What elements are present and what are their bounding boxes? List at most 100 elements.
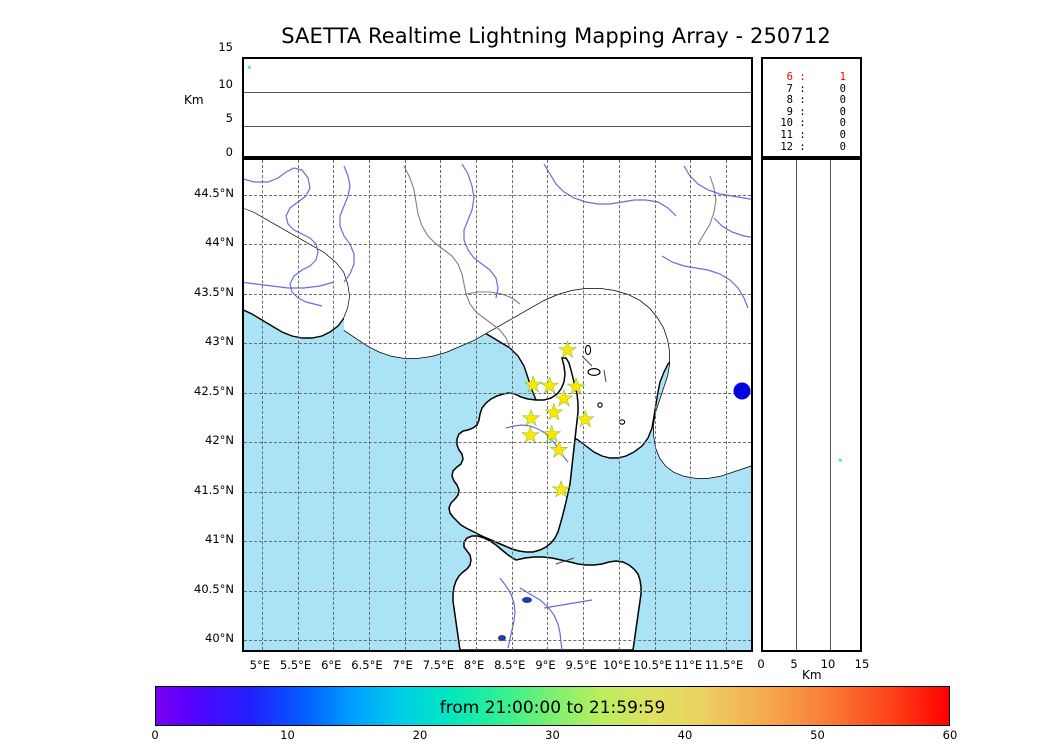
blue-location-marker[interactable] (733, 382, 751, 400)
map-lat-tick: 44°N (205, 235, 234, 250)
side-altitude-panel[interactable] (761, 158, 862, 652)
graticule-parallel (244, 244, 751, 246)
island-giglio (618, 419, 626, 425)
map-lon-tick: 6°E (321, 658, 342, 672)
side-panel-axis-label: Km (802, 668, 822, 682)
map-lon-tick: 5°E (249, 658, 271, 672)
colorbar-time-label: from 21:00:00 to 21:59:59 (439, 698, 666, 718)
top-panel-axis-label: Km (184, 93, 204, 107)
map-lat-tick: 42°N (205, 433, 234, 448)
lakes (498, 597, 532, 641)
page-title: SAETTA Realtime Lightning Mapping Array … (281, 24, 831, 48)
colorbar-tick: 60 (942, 728, 958, 742)
island-sardinia (452, 535, 642, 650)
graticule-parallel (244, 343, 751, 345)
graticule-meridian (511, 160, 513, 650)
gridline-10km (244, 92, 751, 94)
colorbar-tick: 0 (151, 728, 159, 742)
graticule-meridian (440, 160, 442, 650)
island-corsica (448, 357, 579, 553)
top-ytick-0: 0 (225, 145, 233, 159)
landfill-europe (244, 160, 751, 478)
colorbar-tick: 40 (677, 728, 693, 742)
station-count-row: 9 : 0 (786, 105, 846, 118)
map-lon-tick: 10.5°E (633, 658, 672, 672)
side-gridline-5km (796, 160, 798, 650)
top-ytick-10: 10 (218, 77, 233, 91)
map-lon-tick: 9°E (535, 658, 556, 672)
graticule-parallel (244, 392, 751, 394)
map-panel[interactable] (242, 158, 753, 652)
graticule-parallel (244, 194, 751, 196)
graticule-meridian (261, 160, 263, 650)
graticule-meridian (690, 160, 692, 650)
graticule-parallel (244, 491, 751, 493)
map-lon-tick: 9.5°E (565, 658, 597, 672)
station-count-row: 6 : 1 (786, 71, 846, 83)
colorbar-tick: 50 (810, 728, 825, 742)
top-altitude-panel[interactable] (242, 57, 753, 158)
station-count-row: 10 : 0 (780, 117, 846, 130)
graticule-meridian (476, 160, 478, 650)
graticule-meridian (368, 160, 370, 650)
side-xtick-10: 10 (820, 657, 836, 671)
colorbar-gradient (156, 687, 949, 725)
map-geography (244, 160, 751, 650)
graticule-parallel (244, 293, 751, 295)
station-count-row: 11 : 0 (780, 128, 846, 141)
side-xtick-5: 5 (790, 657, 798, 671)
graticule-meridian (297, 160, 299, 650)
colorbar-tick: 30 (545, 728, 560, 742)
lightning-source-point (549, 438, 553, 442)
map-lon-tick: 8°E (463, 658, 485, 672)
map-lon-tick: 6.5°E (351, 658, 383, 672)
island-elba (587, 368, 601, 377)
lightning-source-point (838, 458, 842, 462)
map-lon-tick: 7.5°E (422, 658, 455, 672)
map-lat-tick: 43.5°N (194, 284, 234, 299)
map-lat-tick: 43°N (205, 334, 234, 349)
gridline-5km (244, 125, 751, 127)
map-lon-tick: 7°E (392, 658, 413, 672)
graticule-meridian (404, 160, 406, 650)
graticule-parallel (244, 541, 751, 543)
map-lat-tick: 40.5°N (194, 581, 234, 596)
map-lat-tick: 44.5°N (194, 185, 234, 200)
island-capraia (584, 344, 592, 356)
map-lat-tick: 41.5°N (194, 482, 234, 497)
graticule-meridian (547, 160, 549, 650)
colorbar-tick: 10 (280, 728, 295, 742)
map-lon-tick: 8.5°E (494, 658, 526, 672)
graticule-meridian (583, 160, 585, 650)
map-lat-tick: 41°N (205, 532, 234, 547)
graticule-parallel (244, 590, 751, 592)
top-ytick-5: 5 (225, 111, 233, 125)
graticule-meridian (654, 160, 656, 650)
map-lon-tick: 11.5°E (704, 658, 744, 672)
top-ytick-15: 15 (218, 40, 233, 54)
colorbar-tick: 20 (412, 728, 428, 742)
station-count-row: 8 : 0 (786, 94, 846, 107)
island-montecristo (597, 402, 603, 408)
graticule-parallel (244, 442, 751, 444)
side-xtick-0: 0 (757, 657, 765, 671)
lightning-source-point (247, 65, 251, 69)
colorbar[interactable]: from 21:00:00 to 21:59:59 (155, 686, 950, 726)
graticule-parallel (244, 640, 751, 642)
map-lon-tick: 5.5°E (279, 658, 312, 672)
graticule-meridian (726, 160, 727, 650)
admin-borders (403, 165, 717, 349)
side-gridline-10km (829, 160, 831, 650)
graticule-meridian (618, 160, 620, 650)
map-lon-tick: 11°E (674, 658, 703, 672)
station-count-row: 7 : 0 (786, 82, 846, 95)
station-count-row: 12 : 0 (780, 140, 846, 153)
map-lon-tick: 10°E (603, 658, 631, 672)
rivers (244, 163, 751, 650)
map-lat-tick: 40°N (205, 631, 234, 646)
map-lat-tick: 42.5°N (194, 383, 234, 398)
side-xtick-15: 15 (854, 657, 870, 671)
graticule-meridian (333, 160, 335, 650)
